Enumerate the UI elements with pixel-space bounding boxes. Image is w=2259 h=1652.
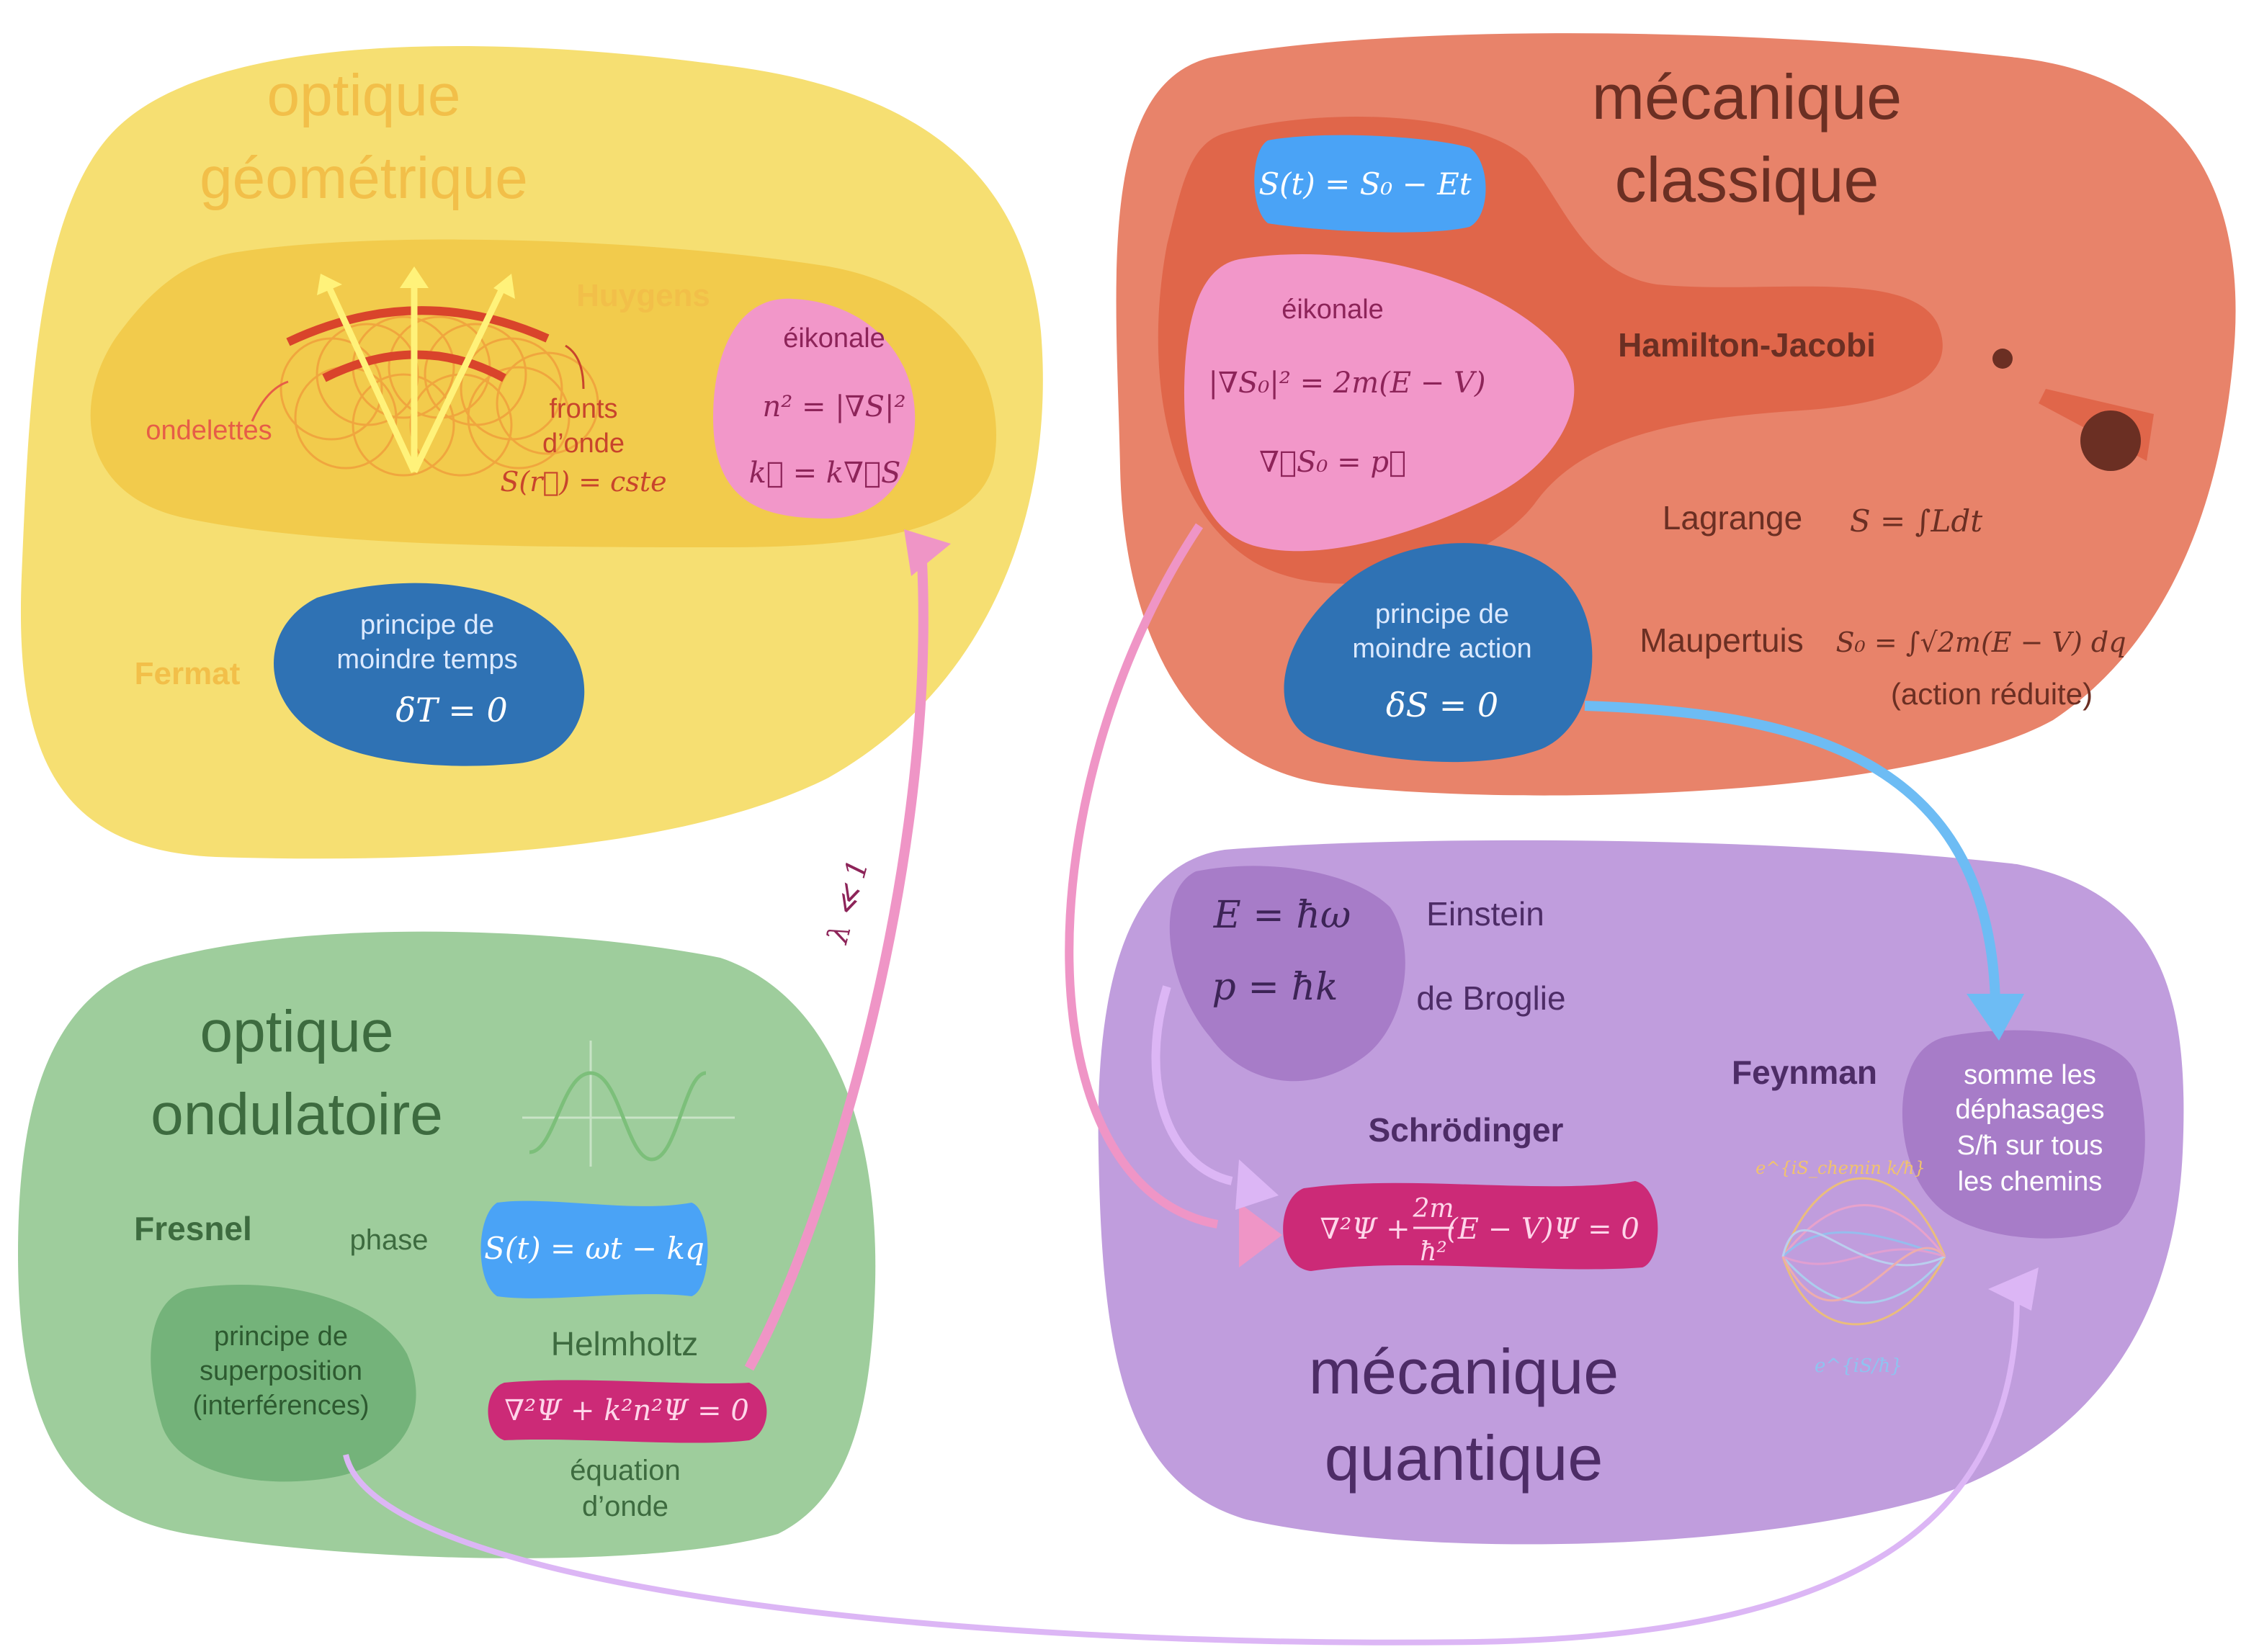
quantum-title-line1: mécanique [1309,1336,1619,1407]
feynman-paths-figure [1781,1177,1946,1326]
wave-phase-blob [480,1200,708,1298]
path-sum-line2: déphasages [1955,1095,2104,1125]
classical-eikonal-eq2: ∇⃗S₀ = p⃗ [1259,446,1406,479]
superposition-line3: (interférences) [193,1391,370,1421]
classical-phase-eq: S(t) = S₀ − Et [1258,166,1471,202]
arrow-eikonal-to-schrodinger [1065,523,1219,1229]
path-exponent-1: e^{iS_chemin k/ħ} [1755,1158,1925,1178]
fronts-label-line2: d’onde [542,428,625,459]
wave-phase-eq: S(t) = ωt − kq [484,1231,704,1266]
ondelettes-label: ondelettes [146,416,272,446]
schrodinger-blob [1283,1181,1658,1271]
helmholtz-eq: ∇²Ψ + k²n²Ψ = 0 [504,1394,749,1427]
einstein-broglie-blob [1169,866,1405,1082]
fermat-line2: moindre temps [336,645,517,675]
geo-eikonal-blob [713,298,916,519]
lagrange-label: Lagrange [1663,499,1802,537]
reduced-action-label: (action réduite) [1891,677,2093,711]
path-sum-line4: les chemins [1958,1167,2103,1197]
path-exponent-2: e^{iS/ħ} [1815,1355,1902,1377]
arrow-action-to-feynman [1584,701,2000,1002]
huygens-label: Huygens [576,278,710,313]
fronts-equation: S(r⃗) = cste [500,466,666,498]
wave-title-line1: optique [200,999,393,1064]
broglie-eq: p = ħk [1212,966,1338,1009]
wave-eq-line1: équation [570,1455,680,1486]
phase-label: phase [350,1224,429,1256]
schrodinger-eq-right: (E − V)Ψ = 0 [1446,1213,1640,1246]
huygens-wavelets-figure [279,315,599,477]
superposition-line1: principe de [214,1321,348,1352]
fermat-line1: principe de [360,610,494,640]
geo-eikonal-eq1: n² = |∇S|² [762,390,905,423]
geo-title-line2: géométrique [200,145,528,211]
classical-phase-blob [1254,135,1486,233]
superposition-line2: superposition [200,1356,362,1386]
least-action-blob [1284,543,1593,763]
least-action-line2: moindre action [1352,634,1531,664]
geo-title-line1: optique [267,63,460,128]
fronts-pointer [565,344,585,390]
small-ball-icon [1992,349,2013,369]
classical-title-line2: classique [1615,144,1879,215]
path-sum-line3: S/ħ sur tous [1957,1131,2103,1161]
fermat-eq: δT = 0 [395,691,507,730]
wavefront-outer [286,306,550,346]
arrowhead-helmholtz-to-eikonal [904,529,951,576]
short-wavelength-label: λ ≪ 1 [820,856,875,948]
schrodinger-frac-num: 2m [1412,1194,1454,1224]
least-action-line1: principe de [1375,599,1509,629]
broglie-label: de Broglie [1416,979,1565,1017]
large-ball-icon [2080,410,2141,471]
fermat-blob [274,583,585,766]
maupertuis-label: Maupertuis [1640,621,1804,659]
arrow-helmholtz-to-eikonal [744,561,929,1371]
classical-title-line1: mécanique [1592,61,1902,133]
maupertuis-eq: S₀ = ∫√2m(E − V) dq [1835,627,2126,658]
classical-eikonal-label: éikonale [1281,295,1384,325]
arrow-superposition-to-feynman [343,1296,2020,1646]
helmholtz-blob [488,1380,767,1443]
wave-title-line2: ondulatoire [151,1082,443,1147]
arrowhead-broglie-to-schrodinger [1235,1159,1279,1210]
arrow-broglie-to-schrodinger [1151,985,1233,1185]
einstein-eq: E = ħω [1213,894,1351,937]
classical-eikonal-blob [1184,253,1575,552]
fronts-label-line1: fronts [549,394,617,424]
fermat-label: Fermat [135,656,241,691]
schrodinger-eq-left: ∇²Ψ + [1320,1213,1410,1246]
helmholtz-label: Helmholtz [551,1325,699,1363]
einstein-label: Einstein [1426,895,1544,933]
arrowhead-eikonal-to-schrodinger [1239,1203,1282,1267]
ray-arrowheads [317,266,515,299]
wave-eq-line2: d’onde [582,1491,668,1522]
feynman-label: Feynman [1732,1054,1877,1091]
light-rays [324,277,508,473]
least-action-eq: δS = 0 [1386,686,1498,724]
quantum-title-line2: quantique [1325,1422,1603,1494]
geo-eikonal-eq2: k⃗ = k∇⃗S [749,457,901,490]
fresnel-label: Fresnel [134,1210,252,1247]
arrowhead-action-to-feynman [1967,994,2024,1041]
classical-eikonal-eq1: |∇S₀|² = 2m(E − V) [1209,367,1486,400]
geo-eikonal-label: éikonale [783,323,885,354]
lagrange-eq: S = ∫Ldt [1850,503,1982,539]
hamilton-jacobi-label: Hamilton-Jacobi [1618,326,1876,364]
schrodinger-label: Schrödinger [1369,1111,1564,1149]
arrowhead-superposition-to-feynman [1988,1267,2039,1311]
ondelettes-pointer [251,380,289,422]
superposition-blob [151,1285,416,1482]
sine-wave-icon [522,1041,735,1167]
schrodinger-frac-den: ħ² [1420,1237,1447,1267]
path-integral-blob [1902,1030,2145,1239]
path-sum-line1: somme les [1964,1060,2096,1090]
